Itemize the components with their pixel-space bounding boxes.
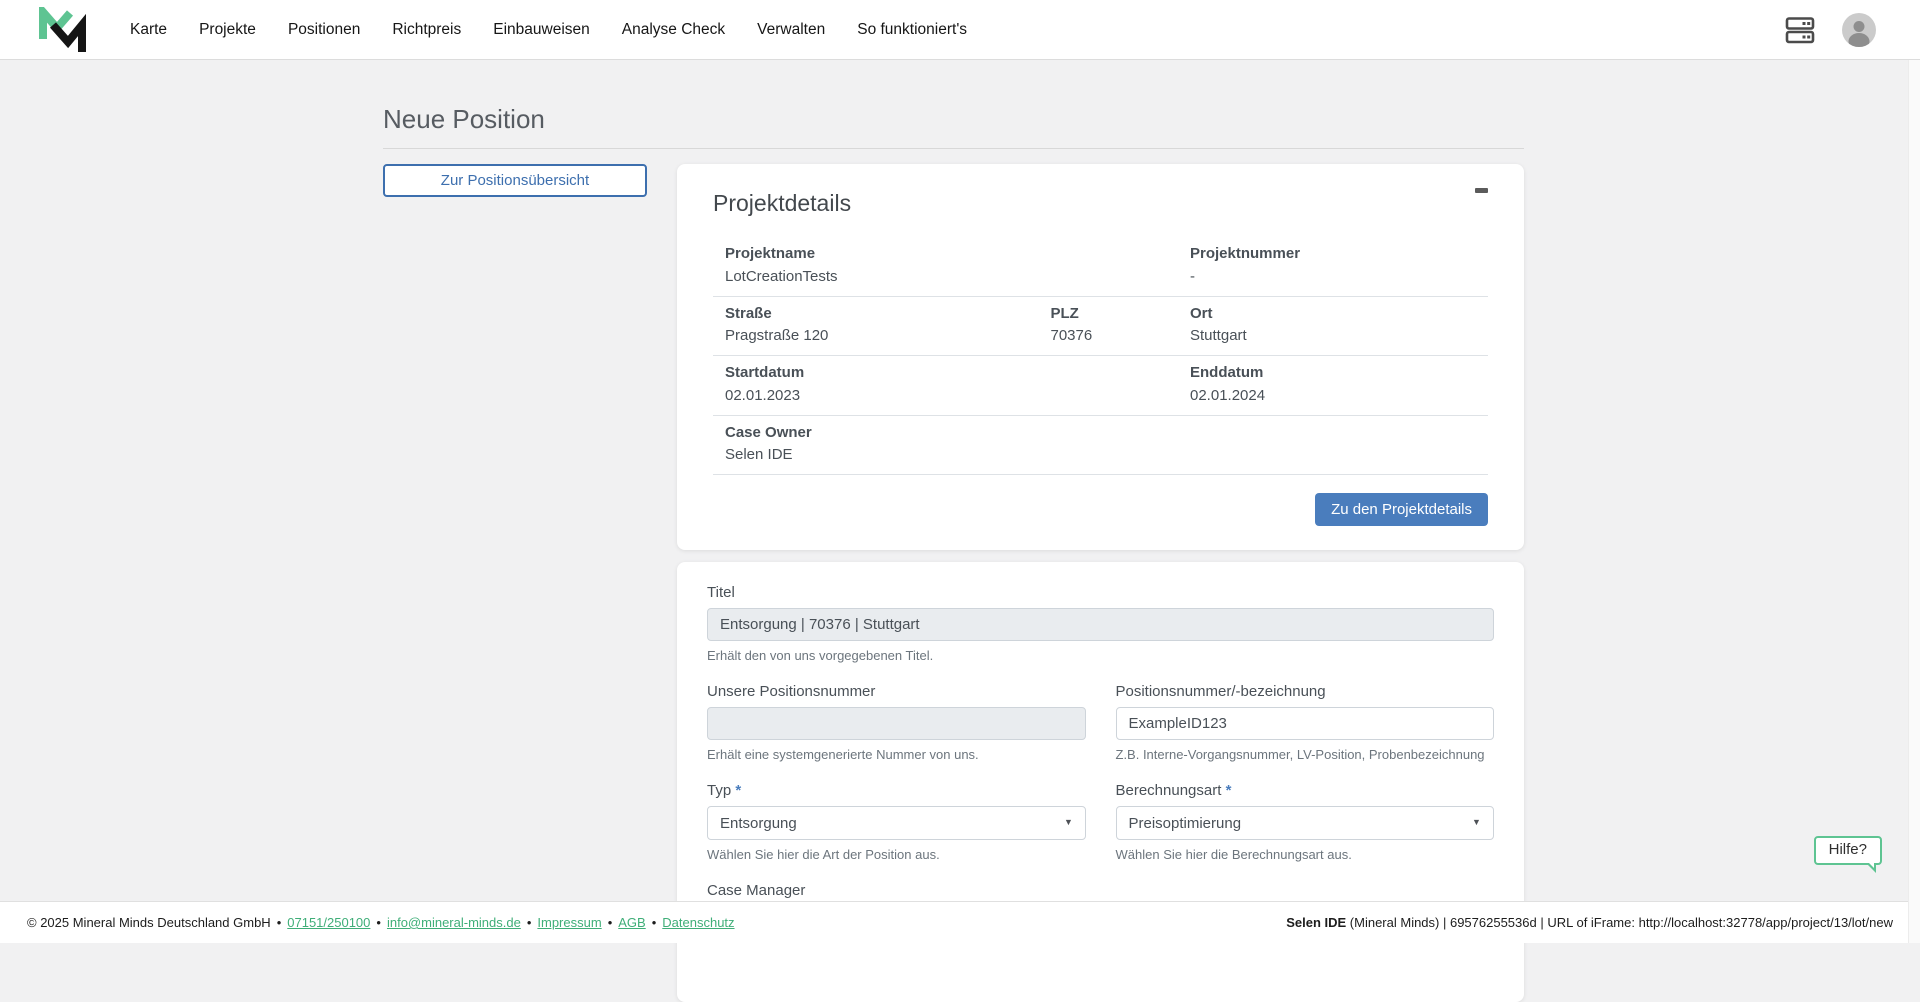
footer-link-agb[interactable]: AGB — [618, 915, 646, 930]
our-position-number-input — [707, 707, 1086, 740]
field-value: 70376 — [1050, 327, 1093, 344]
footer-session-details: (Mineral Minds) | 69576255536d | URL of … — [1346, 915, 1893, 930]
nav-right-actions — [1784, 12, 1876, 47]
berechnungsart-group: Berechnungsart * Preisoptimierung ▼ Wähl… — [1115, 782, 1494, 862]
position-number-group: Positionsnummer/-bezeichnung Z.B. Intern… — [1115, 683, 1494, 762]
footer-link-phone[interactable]: 07151/250100 — [287, 915, 371, 930]
footer: © 2025 Mineral Minds Deutschland GmbH • … — [0, 901, 1920, 943]
brand-logo[interactable] — [36, 6, 88, 53]
field-value: Stuttgart — [1190, 327, 1247, 344]
field-label: Enddatum — [1190, 364, 1264, 381]
vertical-scrollbar[interactable] — [1908, 60, 1920, 943]
field-value: Pragstraße 120 — [725, 327, 829, 344]
field-label: Projektnummer — [1190, 245, 1301, 262]
nav-item-karte[interactable]: Karte — [130, 20, 168, 38]
main-content: Neue Position Zur Positionsübersicht Pro… — [383, 60, 1524, 1002]
table-row: Case Owner Selen IDE — [713, 415, 1488, 475]
minus-icon — [1475, 188, 1488, 193]
field-label: Straße — [725, 304, 772, 322]
titel-help-text: Erhält den von uns vorgegebenen Titel. — [707, 648, 934, 663]
nav-item-analyse-check[interactable]: Analyse Check — [621, 20, 726, 38]
berechnungsart-label: Berechnungsart * — [1115, 782, 1232, 799]
field-value: Selen IDE — [725, 446, 793, 463]
footer-link-impressum[interactable]: Impressum — [537, 915, 602, 930]
page-title: Neue Position — [383, 104, 545, 134]
position-number-label: Positionsnummer/-bezeichnung — [1115, 683, 1326, 700]
project-details-table: Projektname LotCreationTests Projektnumm… — [713, 237, 1488, 475]
footer-separator: • — [526, 915, 532, 930]
field-label: PLZ — [1050, 304, 1079, 322]
nav-item-verwalten[interactable]: Verwalten — [757, 20, 826, 38]
collapse-card-button[interactable] — [1469, 182, 1494, 199]
our-position-number-group: Unsere Positionsnummer Erhält eine syste… — [707, 683, 1086, 762]
titel-input — [707, 608, 1494, 641]
field-label: Case Owner — [725, 423, 812, 441]
field-value: 02.01.2023 — [725, 386, 801, 404]
nav-item-so-funktionierts[interactable]: So funktioniert's — [857, 20, 968, 38]
table-row: Projektname LotCreationTests Projektnumm… — [713, 237, 1488, 297]
right-column: Projektdetails Projektname LotCreationTe… — [677, 164, 1524, 1002]
required-asterisk: * — [735, 782, 742, 799]
footer-link-email[interactable]: info@mineral-minds.de — [386, 915, 521, 930]
berechnungsart-select[interactable]: Preisoptimierung ▼ — [1115, 806, 1494, 840]
server-rack-icon[interactable] — [1784, 14, 1816, 46]
nav-item-richtpreis[interactable]: Richtpreis — [392, 20, 462, 38]
nav-item-projekte[interactable]: Projekte — [199, 20, 256, 38]
our-position-number-help: Erhält eine systemgenerierte Nummer von … — [707, 747, 979, 762]
titel-field-group: Titel Erhält den von uns vorgegebenen Ti… — [707, 584, 1494, 663]
footer-user-name: Selen IDE — [1286, 915, 1347, 930]
typ-select[interactable]: Entsorgung ▼ — [707, 806, 1086, 840]
typ-label: Typ * — [707, 782, 742, 799]
footer-session-info: Selen IDE (Mineral Minds) | 69576255536d… — [1286, 915, 1893, 930]
left-column: Zur Positionsübersicht — [383, 164, 647, 197]
project-details-card: Projektdetails Projektname LotCreationTe… — [677, 164, 1524, 550]
berechnungsart-select-value: Preisoptimierung — [1128, 814, 1242, 832]
top-navbar: Karte Projekte Positionen Richtpreis Ein… — [0, 0, 1920, 60]
chevron-down-icon: ▼ — [1063, 817, 1073, 828]
field-label: Startdatum — [725, 364, 805, 381]
footer-separator: • — [607, 915, 613, 930]
footer-separator: • — [276, 915, 282, 930]
to-project-details-button[interactable]: Zu den Projektdetails — [1315, 493, 1488, 526]
berechnungsart-help: Wählen Sie hier die Berechnungsart aus. — [1115, 847, 1352, 862]
user-avatar-icon[interactable] — [1842, 12, 1876, 47]
typ-help: Wählen Sie hier die Art der Position aus… — [707, 847, 940, 862]
copyright-text: © 2025 Mineral Minds Deutschland GmbH — [27, 915, 271, 930]
field-value: 02.01.2024 — [1190, 386, 1266, 404]
help-button[interactable]: Hilfe? — [1813, 836, 1882, 873]
field-value: LotCreationTests — [725, 267, 838, 285]
our-position-number-label: Unsere Positionsnummer — [707, 683, 876, 700]
titel-label: Titel — [707, 584, 735, 601]
main-nav: Karte Projekte Positionen Richtpreis Ein… — [114, 11, 983, 49]
position-number-input[interactable] — [1115, 707, 1494, 740]
chevron-down-icon: ▼ — [1472, 817, 1482, 828]
table-row: Straße Pragstraße 120 PLZ 70376 Ort Stut… — [713, 296, 1488, 356]
footer-left: © 2025 Mineral Minds Deutschland GmbH • … — [27, 915, 735, 930]
field-label: Projektname — [725, 245, 816, 262]
footer-separator: • — [651, 915, 657, 930]
footer-separator: • — [376, 915, 381, 930]
nav-item-einbauweisen[interactable]: Einbauweisen — [493, 20, 590, 38]
project-card-title: Projektdetails — [713, 190, 852, 216]
field-value: - — [1190, 267, 1195, 285]
case-manager-label: Case Manager — [707, 882, 806, 899]
positions-overview-button[interactable]: Zur Positionsübersicht — [383, 164, 647, 197]
table-row: Startdatum 02.01.2023 Enddatum 02.01.202… — [713, 355, 1488, 416]
position-number-help: Z.B. Interne-Vorgangsnummer, LV-Position… — [1115, 747, 1485, 762]
field-label: Ort — [1190, 304, 1213, 322]
required-asterisk: * — [1225, 782, 1232, 799]
mineral-minds-logo-icon — [39, 6, 86, 52]
help-button-label: Hilfe? — [1828, 841, 1867, 858]
title-divider — [383, 148, 1524, 149]
typ-group: Typ * Entsorgung ▼ Wählen Sie hier die A… — [707, 782, 1086, 862]
typ-select-value: Entsorgung — [720, 814, 797, 832]
footer-link-datenschutz[interactable]: Datenschutz — [662, 915, 735, 930]
nav-item-positionen[interactable]: Positionen — [287, 20, 361, 38]
